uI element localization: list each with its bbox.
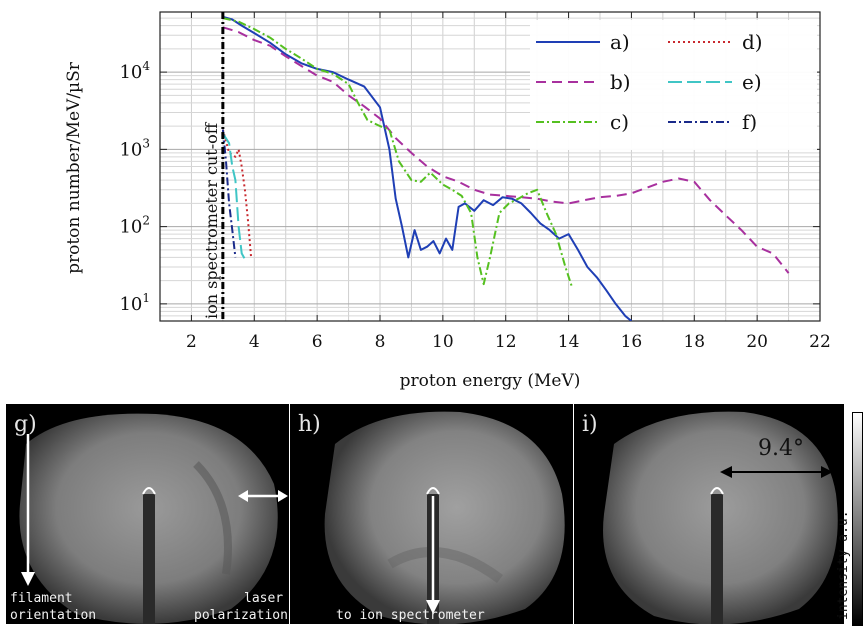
panel-label-i: i) [582, 412, 598, 437]
legend-label-d: d) [742, 30, 763, 54]
x-tick-label: 2 [186, 332, 197, 352]
x-tick-label: 10 [432, 332, 454, 352]
target-tip [142, 487, 156, 495]
arrow-left-icon [720, 466, 732, 478]
filament-label-1: filament [10, 591, 73, 606]
panel-label-g: g) [14, 412, 37, 437]
arrow-left-icon [238, 490, 248, 502]
axis-ticks: 2 4 6 8 10 12 14 16 18 20 22 101 102 103 104 [119, 12, 831, 352]
series-line-e [222, 133, 246, 260]
x-tick-label: 20 [746, 332, 768, 352]
y-tick-label: 103 [119, 136, 150, 160]
target-tip [426, 487, 440, 495]
image-panel-g: g) filament orientation laser polarizati… [6, 404, 289, 624]
x-tick-label: 16 [621, 332, 643, 352]
y-tick-label: 102 [119, 214, 150, 238]
colorbar-label: intensity a.u. [836, 510, 851, 620]
target-holder [711, 494, 723, 624]
legend-box [530, 20, 817, 150]
legend-label-f: f) [742, 110, 757, 134]
target-holder [143, 494, 155, 624]
x-tick-label: 14 [558, 332, 580, 352]
x-tick-label: 6 [312, 332, 323, 352]
series-line-b [222, 26, 790, 274]
arrow-head-icon [21, 572, 35, 586]
arrow-right-icon [278, 490, 288, 502]
legend-label-a: a) [610, 30, 630, 54]
arrow-down-icon [426, 600, 440, 614]
y-axis-label: proton number/MeV/µSr [64, 61, 84, 274]
series-group [221, 15, 790, 321]
beam-profile [324, 411, 565, 624]
target-tip [710, 487, 724, 495]
laser-label-2: polarization [194, 608, 288, 623]
panel-label-h: h) [298, 412, 321, 437]
spectrometer-label: to ion spectrometer [336, 608, 485, 623]
image-panel-h: h) to ion spectrometer [290, 404, 573, 624]
x-tick-label: 4 [249, 332, 260, 352]
series-line-c [222, 17, 573, 287]
angle-label: 9.4° [758, 436, 804, 461]
legend-label-c: c) [610, 110, 629, 134]
colorbar [852, 412, 863, 626]
y-tick-label: 101 [119, 291, 150, 315]
series-line-f [221, 129, 237, 258]
beam-feature [193, 461, 232, 575]
legend: a) b) c) d) e) f) [530, 20, 817, 150]
x-tick-label: 12 [495, 332, 517, 352]
x-tick-label: 8 [375, 332, 386, 352]
y-tick-label: 104 [119, 59, 150, 83]
x-tick-label: 18 [683, 332, 705, 352]
legend-label-b: b) [610, 70, 631, 94]
filament-label-2: orientation [10, 608, 97, 623]
laser-label-1: laser [244, 591, 284, 606]
x-axis-label: proton energy (MeV) [400, 371, 581, 391]
legend-label-e: e) [742, 70, 762, 94]
beam-feature [387, 547, 503, 584]
cutoff-annotation: ion spectrometer cut-off [202, 121, 221, 319]
image-panel-i: i) 9.4° [574, 404, 844, 624]
x-tick-label: 22 [809, 332, 831, 352]
arrow-right-icon [821, 466, 833, 478]
plot-frame [159, 11, 821, 322]
spectrum-chart: 2 4 6 8 10 12 14 16 18 20 22 101 102 103 104 ion spect… [64, 11, 831, 391]
